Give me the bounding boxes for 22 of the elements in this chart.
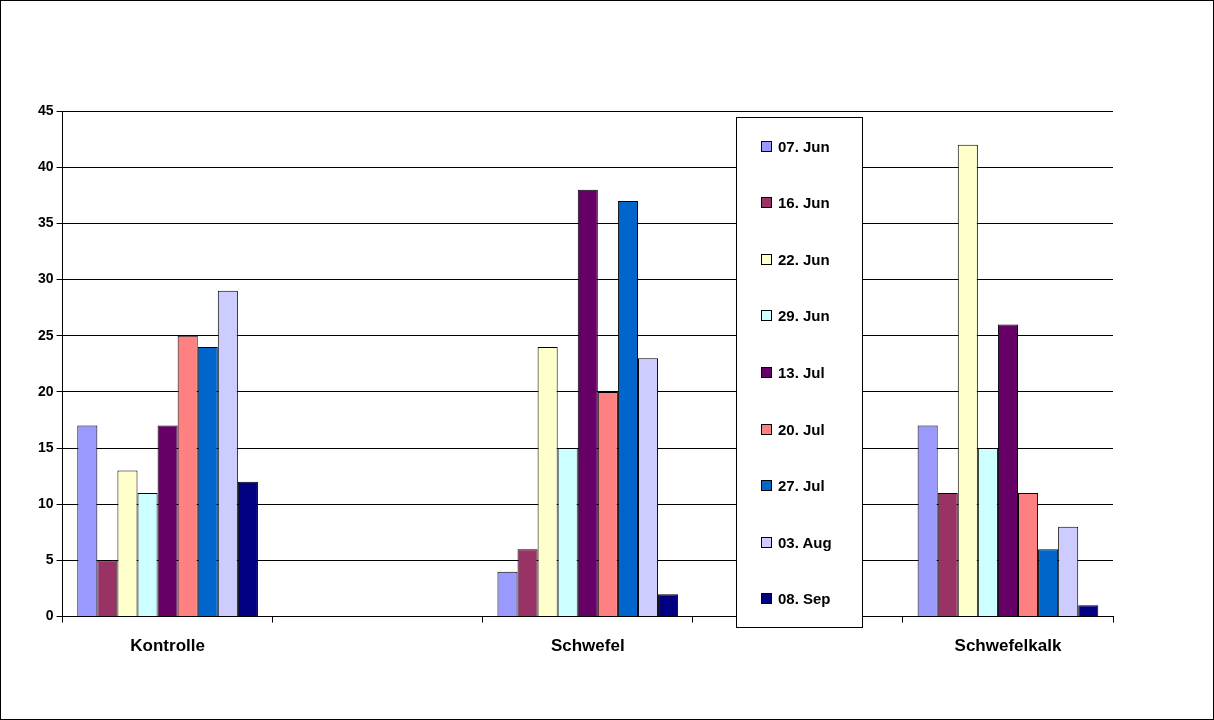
legend-label: 22. Jun bbox=[778, 250, 830, 268]
legend-label: 07. Jun bbox=[778, 137, 830, 155]
y-tick-label: 45 bbox=[37, 101, 54, 118]
y-tick-label: 15 bbox=[37, 438, 54, 455]
x-tick-label: Schwefel bbox=[550, 636, 625, 656]
legend-label: 16. Jun bbox=[778, 194, 830, 212]
x-tick-label: Schwefelkalk bbox=[954, 636, 1062, 656]
y-tick-label: 30 bbox=[37, 270, 54, 287]
y-tick-label: 0 bbox=[45, 607, 54, 624]
x-tick-label: Kontrolle bbox=[130, 636, 205, 656]
y-tick-label: 25 bbox=[37, 326, 54, 343]
y-tick-label: 20 bbox=[37, 382, 54, 399]
y-tick-label: 10 bbox=[37, 495, 54, 512]
legend-label: 27. Jul bbox=[778, 477, 825, 495]
y-tick-label: 40 bbox=[37, 158, 54, 175]
legend-label: 29. Jun bbox=[778, 307, 830, 325]
legend-label: 20. Jul bbox=[778, 420, 825, 438]
legend-label: 08. Sep bbox=[778, 590, 831, 608]
legend-label: 13. Jul bbox=[778, 363, 825, 381]
y-tick-label: 5 bbox=[45, 551, 54, 568]
legend-label: 03. Aug bbox=[778, 533, 832, 551]
y-tick-label: 35 bbox=[37, 214, 54, 231]
